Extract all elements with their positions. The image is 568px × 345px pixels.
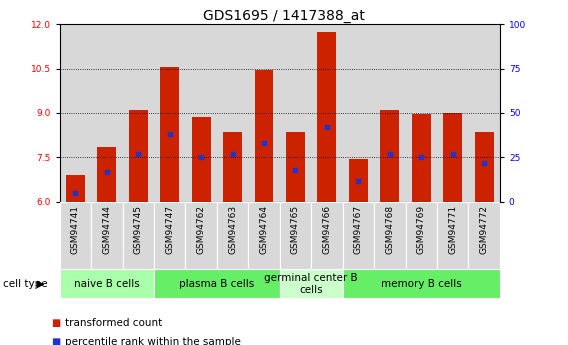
- Text: ▶: ▶: [37, 279, 45, 288]
- Text: GSM94767: GSM94767: [354, 205, 363, 254]
- Bar: [311, 202, 343, 269]
- Bar: [223, 132, 242, 202]
- Text: GSM94762: GSM94762: [197, 205, 206, 254]
- Text: percentile rank within the sample: percentile rank within the sample: [65, 337, 241, 345]
- Bar: [129, 110, 148, 202]
- Bar: [217, 202, 248, 269]
- Bar: [374, 24, 406, 202]
- Bar: [437, 202, 469, 269]
- Bar: [97, 147, 116, 202]
- Bar: [217, 24, 248, 202]
- Bar: [406, 24, 437, 202]
- Bar: [154, 24, 185, 202]
- Text: GSM94766: GSM94766: [323, 205, 331, 254]
- Text: GDS1695 / 1417388_at: GDS1695 / 1417388_at: [203, 9, 365, 23]
- Bar: [286, 132, 305, 202]
- Bar: [154, 269, 279, 298]
- Bar: [443, 113, 462, 202]
- Bar: [248, 202, 279, 269]
- Bar: [254, 70, 273, 202]
- Bar: [160, 67, 179, 202]
- Bar: [343, 202, 374, 269]
- Bar: [280, 202, 311, 269]
- Bar: [374, 202, 406, 269]
- Bar: [406, 202, 437, 269]
- Bar: [66, 175, 85, 202]
- Bar: [185, 202, 217, 269]
- Bar: [475, 132, 494, 202]
- Text: cell type: cell type: [3, 279, 48, 288]
- Text: GSM94769: GSM94769: [417, 205, 426, 254]
- Bar: [311, 24, 343, 202]
- Text: ■: ■: [51, 318, 60, 327]
- Bar: [60, 269, 154, 298]
- Bar: [191, 117, 211, 202]
- Bar: [60, 24, 91, 202]
- Text: transformed count: transformed count: [65, 318, 162, 327]
- Text: memory B cells: memory B cells: [381, 279, 462, 289]
- Text: GSM94745: GSM94745: [133, 205, 143, 254]
- Bar: [154, 202, 185, 269]
- Bar: [91, 24, 123, 202]
- Bar: [280, 269, 343, 298]
- Bar: [280, 24, 311, 202]
- Text: GSM94741: GSM94741: [71, 205, 80, 254]
- Bar: [343, 24, 374, 202]
- Bar: [318, 31, 336, 202]
- Bar: [469, 202, 500, 269]
- Bar: [123, 24, 154, 202]
- Text: GSM94768: GSM94768: [385, 205, 394, 254]
- Bar: [349, 159, 367, 202]
- Bar: [91, 202, 123, 269]
- Bar: [248, 24, 279, 202]
- Text: ■: ■: [51, 337, 60, 345]
- Bar: [185, 24, 217, 202]
- Bar: [381, 110, 399, 202]
- Bar: [343, 269, 500, 298]
- Bar: [60, 202, 91, 269]
- Text: GSM94765: GSM94765: [291, 205, 300, 254]
- Text: GSM94764: GSM94764: [260, 205, 269, 254]
- Text: germinal center B
cells: germinal center B cells: [264, 273, 358, 295]
- Text: GSM94763: GSM94763: [228, 205, 237, 254]
- Text: naive B cells: naive B cells: [74, 279, 140, 289]
- Bar: [437, 24, 469, 202]
- Bar: [123, 202, 154, 269]
- Text: GSM94744: GSM94744: [102, 205, 111, 254]
- Text: GSM94772: GSM94772: [479, 205, 488, 254]
- Text: GSM94747: GSM94747: [165, 205, 174, 254]
- Text: GSM94771: GSM94771: [448, 205, 457, 254]
- Bar: [469, 24, 500, 202]
- Bar: [412, 115, 431, 202]
- Text: plasma B cells: plasma B cells: [179, 279, 254, 289]
